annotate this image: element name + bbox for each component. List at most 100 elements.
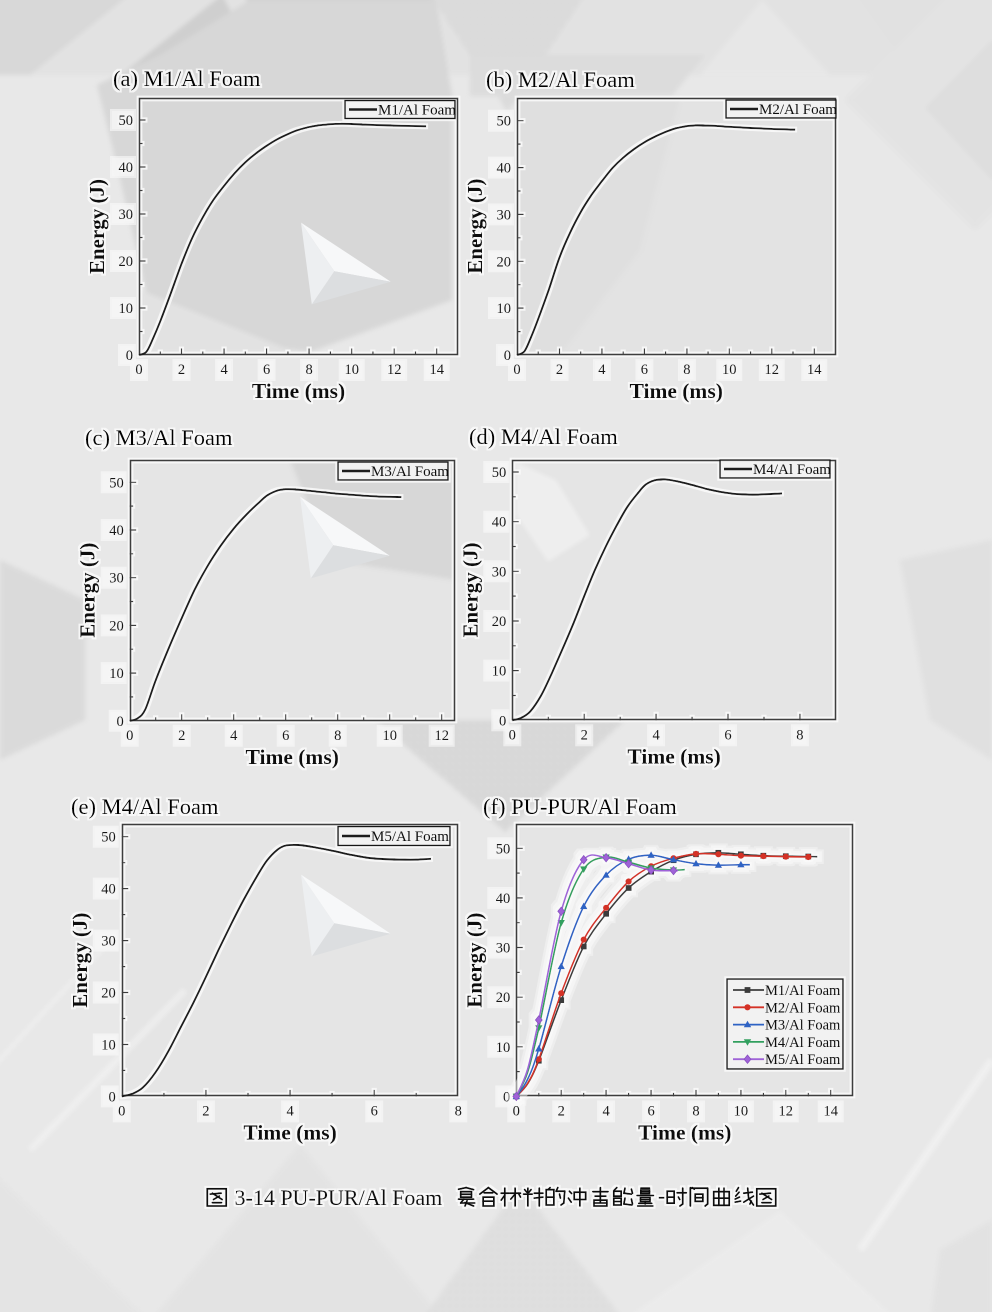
svg-text:12: 12 bbox=[765, 362, 780, 378]
svg-text:2: 2 bbox=[558, 1103, 565, 1119]
svg-text:0: 0 bbox=[126, 728, 133, 744]
svg-text:3-14 PU-PUR/Al Foam: 3-14 PU-PUR/Al Foam bbox=[235, 1185, 443, 1210]
svg-text:6: 6 bbox=[724, 727, 731, 743]
svg-text:6: 6 bbox=[263, 362, 270, 378]
svg-text:Energy (J): Energy (J) bbox=[68, 913, 92, 1008]
svg-text:30: 30 bbox=[109, 571, 124, 587]
svg-text:M3/Al Foam: M3/Al Foam bbox=[371, 464, 449, 480]
svg-text:(d) M4/Al Foam: (d) M4/Al Foam bbox=[469, 424, 618, 449]
svg-text:20: 20 bbox=[119, 254, 134, 270]
svg-text:M5/Al Foam: M5/Al Foam bbox=[765, 1052, 841, 1068]
svg-text:4: 4 bbox=[220, 362, 228, 378]
svg-text:12: 12 bbox=[387, 362, 402, 378]
svg-text:2: 2 bbox=[556, 362, 563, 378]
svg-text:2: 2 bbox=[202, 1103, 209, 1119]
svg-text:6: 6 bbox=[282, 728, 289, 744]
svg-text:M2/Al Foam: M2/Al Foam bbox=[759, 102, 837, 118]
svg-text:4: 4 bbox=[286, 1103, 294, 1119]
svg-text:0: 0 bbox=[135, 362, 142, 378]
svg-text:12: 12 bbox=[434, 728, 449, 744]
svg-text:Time (ms): Time (ms) bbox=[246, 745, 339, 769]
svg-text:10: 10 bbox=[492, 664, 507, 680]
svg-text:10: 10 bbox=[101, 1038, 116, 1054]
svg-text:(e) M4/Al Foam: (e) M4/Al Foam bbox=[71, 794, 219, 819]
svg-text:40: 40 bbox=[101, 882, 116, 898]
svg-text:M3/Al Foam: M3/Al Foam bbox=[765, 1018, 841, 1034]
svg-text:50: 50 bbox=[101, 830, 116, 846]
svg-text:14: 14 bbox=[807, 362, 822, 378]
svg-text:40: 40 bbox=[496, 891, 511, 907]
svg-text:8: 8 bbox=[796, 727, 803, 743]
svg-text:20: 20 bbox=[496, 990, 511, 1006]
svg-text:8: 8 bbox=[455, 1103, 462, 1119]
svg-text:10: 10 bbox=[497, 301, 512, 317]
svg-text:10: 10 bbox=[722, 362, 737, 378]
svg-text:Energy (J): Energy (J) bbox=[85, 179, 109, 274]
svg-text:10: 10 bbox=[344, 362, 359, 378]
svg-text:M2/Al Foam: M2/Al Foam bbox=[765, 1000, 841, 1016]
svg-text:20: 20 bbox=[109, 618, 124, 634]
svg-text:8: 8 bbox=[683, 362, 690, 378]
svg-text:Time (ms): Time (ms) bbox=[630, 379, 723, 403]
svg-text:40: 40 bbox=[492, 515, 507, 531]
svg-text:Energy (J): Energy (J) bbox=[458, 542, 482, 637]
svg-text:Time (ms): Time (ms) bbox=[638, 1120, 731, 1144]
svg-text:14: 14 bbox=[823, 1103, 838, 1119]
svg-text:0: 0 bbox=[509, 727, 516, 743]
svg-text:50: 50 bbox=[119, 113, 134, 129]
svg-text:4: 4 bbox=[652, 727, 660, 743]
svg-text:40: 40 bbox=[497, 161, 512, 177]
svg-text:Energy (J): Energy (J) bbox=[76, 543, 100, 638]
svg-text:50: 50 bbox=[109, 475, 124, 491]
svg-text:50: 50 bbox=[496, 841, 511, 857]
svg-text:4: 4 bbox=[602, 1103, 610, 1119]
svg-text:M1/Al Foam: M1/Al Foam bbox=[378, 103, 456, 119]
svg-text:30: 30 bbox=[101, 934, 116, 950]
svg-text:6: 6 bbox=[641, 362, 648, 378]
svg-text:8: 8 bbox=[305, 362, 312, 378]
svg-text:30: 30 bbox=[496, 941, 511, 957]
svg-text:-: - bbox=[658, 1183, 665, 1208]
svg-text:Time (ms): Time (ms) bbox=[252, 379, 345, 403]
svg-text:Energy (J): Energy (J) bbox=[462, 913, 486, 1008]
svg-text:0: 0 bbox=[503, 1089, 510, 1105]
svg-text:(b) M2/Al Foam: (b) M2/Al Foam bbox=[486, 67, 635, 92]
svg-text:4: 4 bbox=[230, 728, 238, 744]
svg-text:M4/Al Foam: M4/Al Foam bbox=[753, 462, 831, 478]
svg-text:30: 30 bbox=[119, 207, 134, 223]
svg-text:30: 30 bbox=[497, 207, 512, 223]
svg-text:4: 4 bbox=[598, 362, 606, 378]
svg-text:12: 12 bbox=[779, 1103, 794, 1119]
svg-text:M5/Al Foam: M5/Al Foam bbox=[371, 829, 449, 845]
svg-text:0: 0 bbox=[118, 1103, 125, 1119]
svg-text:2: 2 bbox=[178, 362, 185, 378]
svg-text:(c) M3/Al Foam: (c) M3/Al Foam bbox=[85, 425, 233, 450]
svg-text:10: 10 bbox=[734, 1103, 749, 1119]
svg-text:Time (ms): Time (ms) bbox=[627, 744, 720, 768]
svg-text:Energy (J): Energy (J) bbox=[463, 179, 487, 274]
svg-text:40: 40 bbox=[119, 160, 134, 176]
svg-text:20: 20 bbox=[101, 986, 116, 1002]
svg-text:14: 14 bbox=[429, 362, 444, 378]
svg-text:0: 0 bbox=[116, 714, 123, 730]
svg-text:2: 2 bbox=[581, 727, 588, 743]
svg-text:(a) M1/Al Foam: (a) M1/Al Foam bbox=[113, 66, 261, 91]
svg-text:20: 20 bbox=[497, 254, 512, 270]
svg-text:40: 40 bbox=[109, 523, 124, 539]
svg-text:8: 8 bbox=[334, 728, 341, 744]
svg-text:30: 30 bbox=[492, 564, 507, 580]
svg-text:Time (ms): Time (ms) bbox=[243, 1120, 336, 1144]
svg-text:6: 6 bbox=[647, 1103, 654, 1119]
svg-text:2: 2 bbox=[178, 728, 185, 744]
svg-text:6: 6 bbox=[371, 1103, 378, 1119]
svg-text:10: 10 bbox=[496, 1040, 511, 1056]
svg-text:10: 10 bbox=[382, 728, 397, 744]
svg-text:10: 10 bbox=[119, 301, 134, 317]
svg-text:8: 8 bbox=[692, 1103, 699, 1119]
svg-text:0: 0 bbox=[109, 1089, 116, 1105]
svg-text:0: 0 bbox=[513, 1103, 520, 1119]
svg-text:20: 20 bbox=[492, 614, 507, 630]
svg-text:(f) PU-PUR/Al Foam: (f) PU-PUR/Al Foam bbox=[483, 794, 677, 819]
svg-text:50: 50 bbox=[492, 465, 507, 481]
svg-text:0: 0 bbox=[513, 362, 520, 378]
